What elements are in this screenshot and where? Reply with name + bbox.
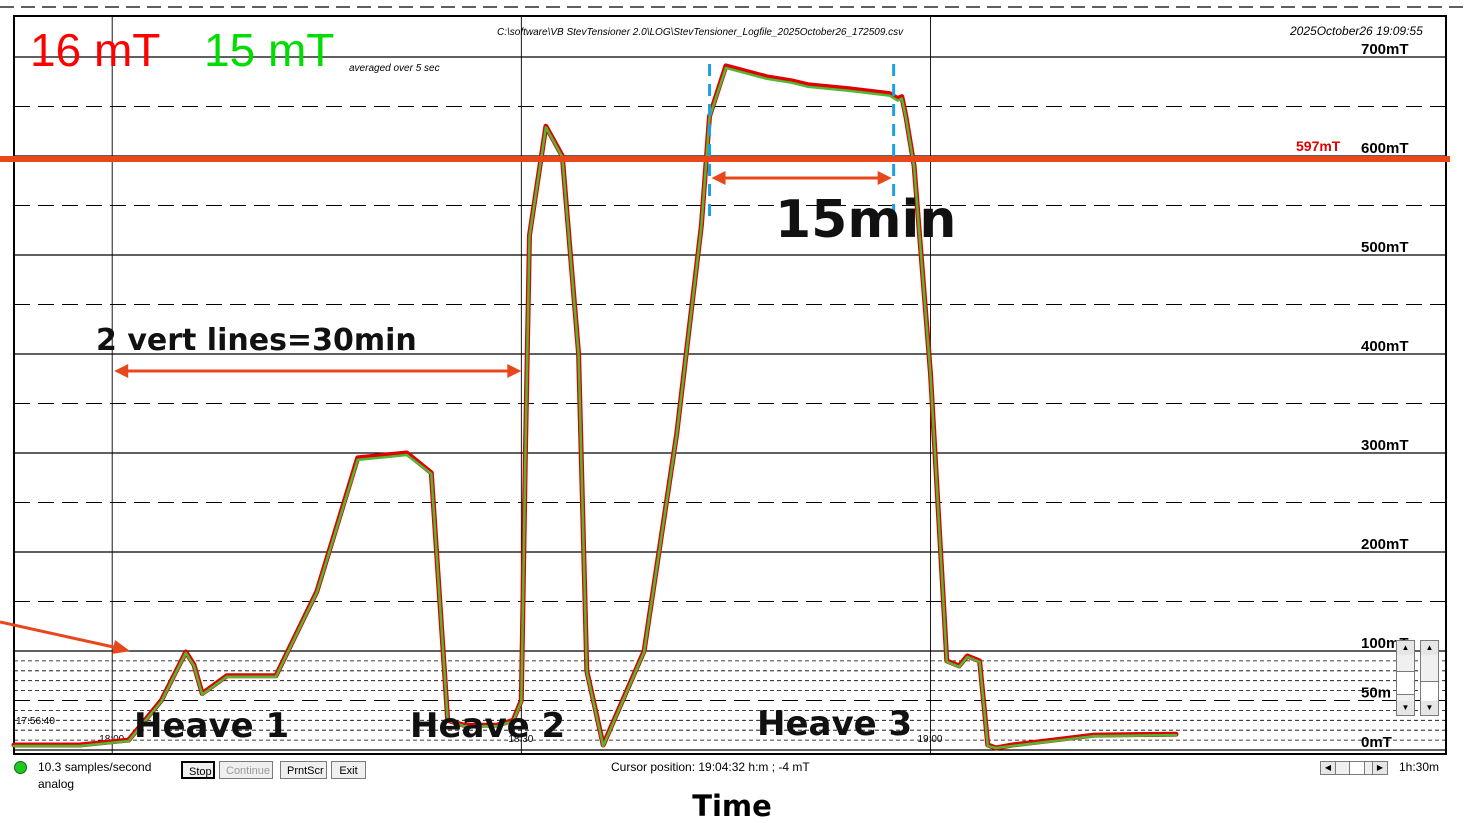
x-tick-label: 17:56:40: [16, 716, 55, 727]
averaging-note: averaged over 5 sec: [349, 63, 440, 74]
left-pointer-arrow-head: [112, 640, 130, 654]
annotation-text: Heave 3: [757, 704, 912, 744]
time-scrollbar[interactable]: ◀ ▶: [1320, 761, 1388, 775]
annotation-text: Heave 2: [410, 706, 565, 746]
status-led-icon: [14, 761, 27, 774]
y-tick-label: 500mT: [1361, 239, 1409, 256]
scroll-thumb[interactable]: [1349, 762, 1365, 774]
annotation-text: 15min: [775, 190, 956, 250]
y-tick-label: 0mT: [1361, 734, 1392, 751]
annotations: 597mT 2 vert lines=30min 15min Heave 1 Heave…: [0, 64, 1450, 746]
print-screen-button[interactable]: PrntScr: [280, 761, 327, 779]
y-tick-label: 400mT: [1361, 338, 1409, 355]
y-tick-label: 200mT: [1361, 536, 1409, 553]
span-arrow-15min-head-right: [877, 171, 892, 185]
input-mode: analog: [38, 777, 75, 791]
y-tick-label: 50m: [1361, 685, 1391, 702]
scroll-up-icon[interactable]: ▲: [1421, 641, 1438, 655]
x-tick-label: 18:30: [508, 734, 533, 745]
series-green-line: [12, 66, 1178, 750]
continue-button[interactable]: Continue: [219, 761, 273, 779]
series-red-line: [11, 63, 1179, 751]
y-tick-label: 300mT: [1361, 437, 1409, 454]
y-tick-labels: 700mT600mT500mT400mT300mT200mT100mT50m0m…: [1361, 41, 1409, 751]
y-tick-label: 700mT: [1361, 41, 1409, 58]
scroll-down-icon[interactable]: ▼: [1421, 701, 1438, 715]
y-tick-label: 600mT: [1361, 140, 1409, 157]
time-span: 1h:30m: [1399, 760, 1440, 774]
span-arrow-30min-head-right: [507, 364, 522, 378]
exit-button[interactable]: Exit: [331, 761, 366, 779]
timestamp: 2025October26 19:09:55: [1289, 24, 1423, 38]
series-lines: [11, 63, 1179, 751]
span-arrow-30min-head-left: [114, 364, 129, 378]
scroll-thumb[interactable]: [1397, 671, 1414, 695]
scroll-up-icon[interactable]: ▲: [1397, 641, 1414, 655]
stop-button[interactable]: Stop: [181, 761, 215, 779]
reading-green: 15 mT: [204, 24, 334, 76]
y-scale-scrollbar-right[interactable]: ▲ ▼: [1420, 640, 1439, 716]
annotation-text: Heave 1: [134, 706, 289, 746]
threshold-label: 597mT: [1296, 138, 1341, 154]
x-tick-label: 19:00: [917, 734, 942, 745]
y-scale-scrollbar-left[interactable]: ▲ ▼: [1396, 640, 1415, 716]
scroll-left-icon[interactable]: ◀: [1321, 762, 1336, 774]
header: 16 mT 15 mT averaged over 5 sec C:\software…: [30, 24, 1423, 76]
grid: [0, 6, 1464, 755]
x-axis-title: Time: [692, 789, 772, 823]
reading-red: 16 mT: [30, 24, 160, 76]
scroll-right-icon[interactable]: ▶: [1372, 762, 1387, 774]
left-pointer-arrow: [0, 620, 119, 650]
annotation-text: 2 vert lines=30min: [96, 323, 417, 358]
scroll-down-icon[interactable]: ▼: [1397, 701, 1414, 715]
status-bar: 10.3 samples/second analog Stop Continue…: [0, 756, 1464, 796]
plot-frame: [13, 15, 1447, 755]
cursor-position: Cursor position: 19:04:32 h:m ; -4 mT: [611, 760, 810, 774]
sample-rate: 10.3 samples/second: [38, 760, 152, 774]
file-path: C:\software\VB StevTensioner 2.0\LOG\Ste…: [497, 27, 904, 38]
span-arrow-15min-head-left: [711, 171, 726, 185]
